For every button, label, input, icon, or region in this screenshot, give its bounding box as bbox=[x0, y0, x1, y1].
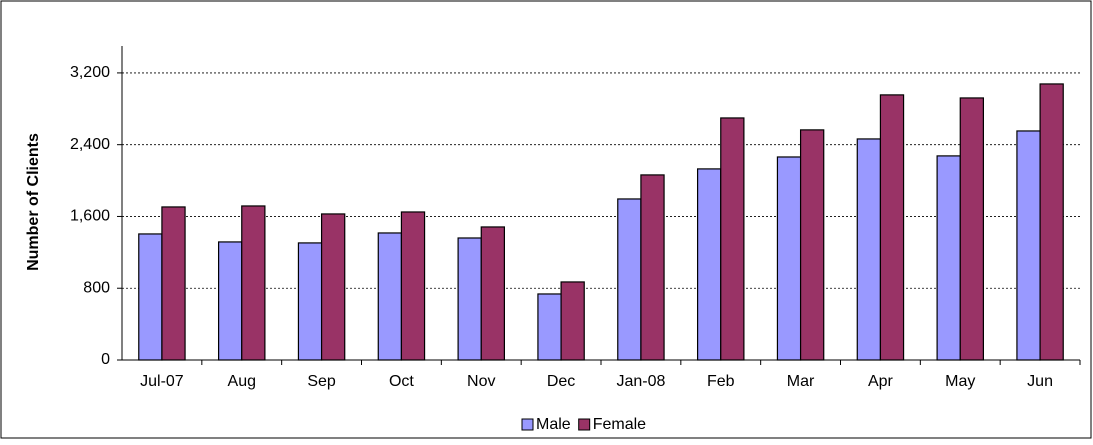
legend-swatch bbox=[578, 418, 591, 431]
x-tick-label: Nov bbox=[467, 373, 495, 390]
x-tick-label: Sep bbox=[307, 373, 336, 390]
bar bbox=[799, 129, 825, 361]
bar bbox=[537, 293, 562, 361]
x-tick-label: Jul-07 bbox=[140, 373, 184, 390]
bar bbox=[776, 156, 802, 361]
bar bbox=[720, 117, 745, 361]
bar bbox=[1016, 130, 1041, 361]
x-tick-label: Dec bbox=[547, 373, 575, 390]
y-tick-label: 2,400 bbox=[70, 136, 110, 153]
bar bbox=[856, 138, 882, 361]
y-tick-label: 3,200 bbox=[70, 64, 110, 81]
bar bbox=[161, 206, 186, 361]
bar bbox=[959, 97, 985, 361]
x-tick-label: May bbox=[945, 373, 975, 390]
bar bbox=[377, 232, 403, 361]
bar bbox=[297, 242, 323, 361]
bar bbox=[400, 211, 426, 361]
x-tick-label: Jun bbox=[1027, 373, 1053, 390]
bar bbox=[879, 94, 905, 361]
legend-label: Female bbox=[593, 416, 646, 433]
y-tick-label: 800 bbox=[83, 279, 110, 296]
legend-label: Male bbox=[536, 416, 571, 433]
bar bbox=[640, 174, 665, 361]
bar bbox=[1039, 83, 1064, 361]
x-tick-label: Jan-08 bbox=[616, 373, 665, 390]
x-tick-label: Feb bbox=[707, 373, 735, 390]
x-tick-label: Apr bbox=[868, 373, 894, 390]
legend-swatch bbox=[521, 418, 534, 431]
bar bbox=[457, 237, 482, 361]
y-tick-label: 0 bbox=[101, 351, 110, 368]
bar bbox=[241, 205, 266, 361]
bar bbox=[936, 155, 961, 361]
x-tick-label: Oct bbox=[389, 373, 414, 390]
bar bbox=[696, 168, 722, 361]
bar bbox=[560, 281, 585, 361]
bar bbox=[138, 233, 163, 361]
bar bbox=[217, 241, 243, 361]
x-tick-label: Aug bbox=[228, 373, 256, 390]
x-tick-label: Mar bbox=[787, 373, 815, 390]
y-axis-label: Number of Clients bbox=[25, 133, 42, 271]
bar bbox=[320, 213, 346, 361]
bar bbox=[480, 226, 506, 361]
bar bbox=[617, 198, 642, 361]
y-tick-label: 1,600 bbox=[70, 208, 110, 225]
